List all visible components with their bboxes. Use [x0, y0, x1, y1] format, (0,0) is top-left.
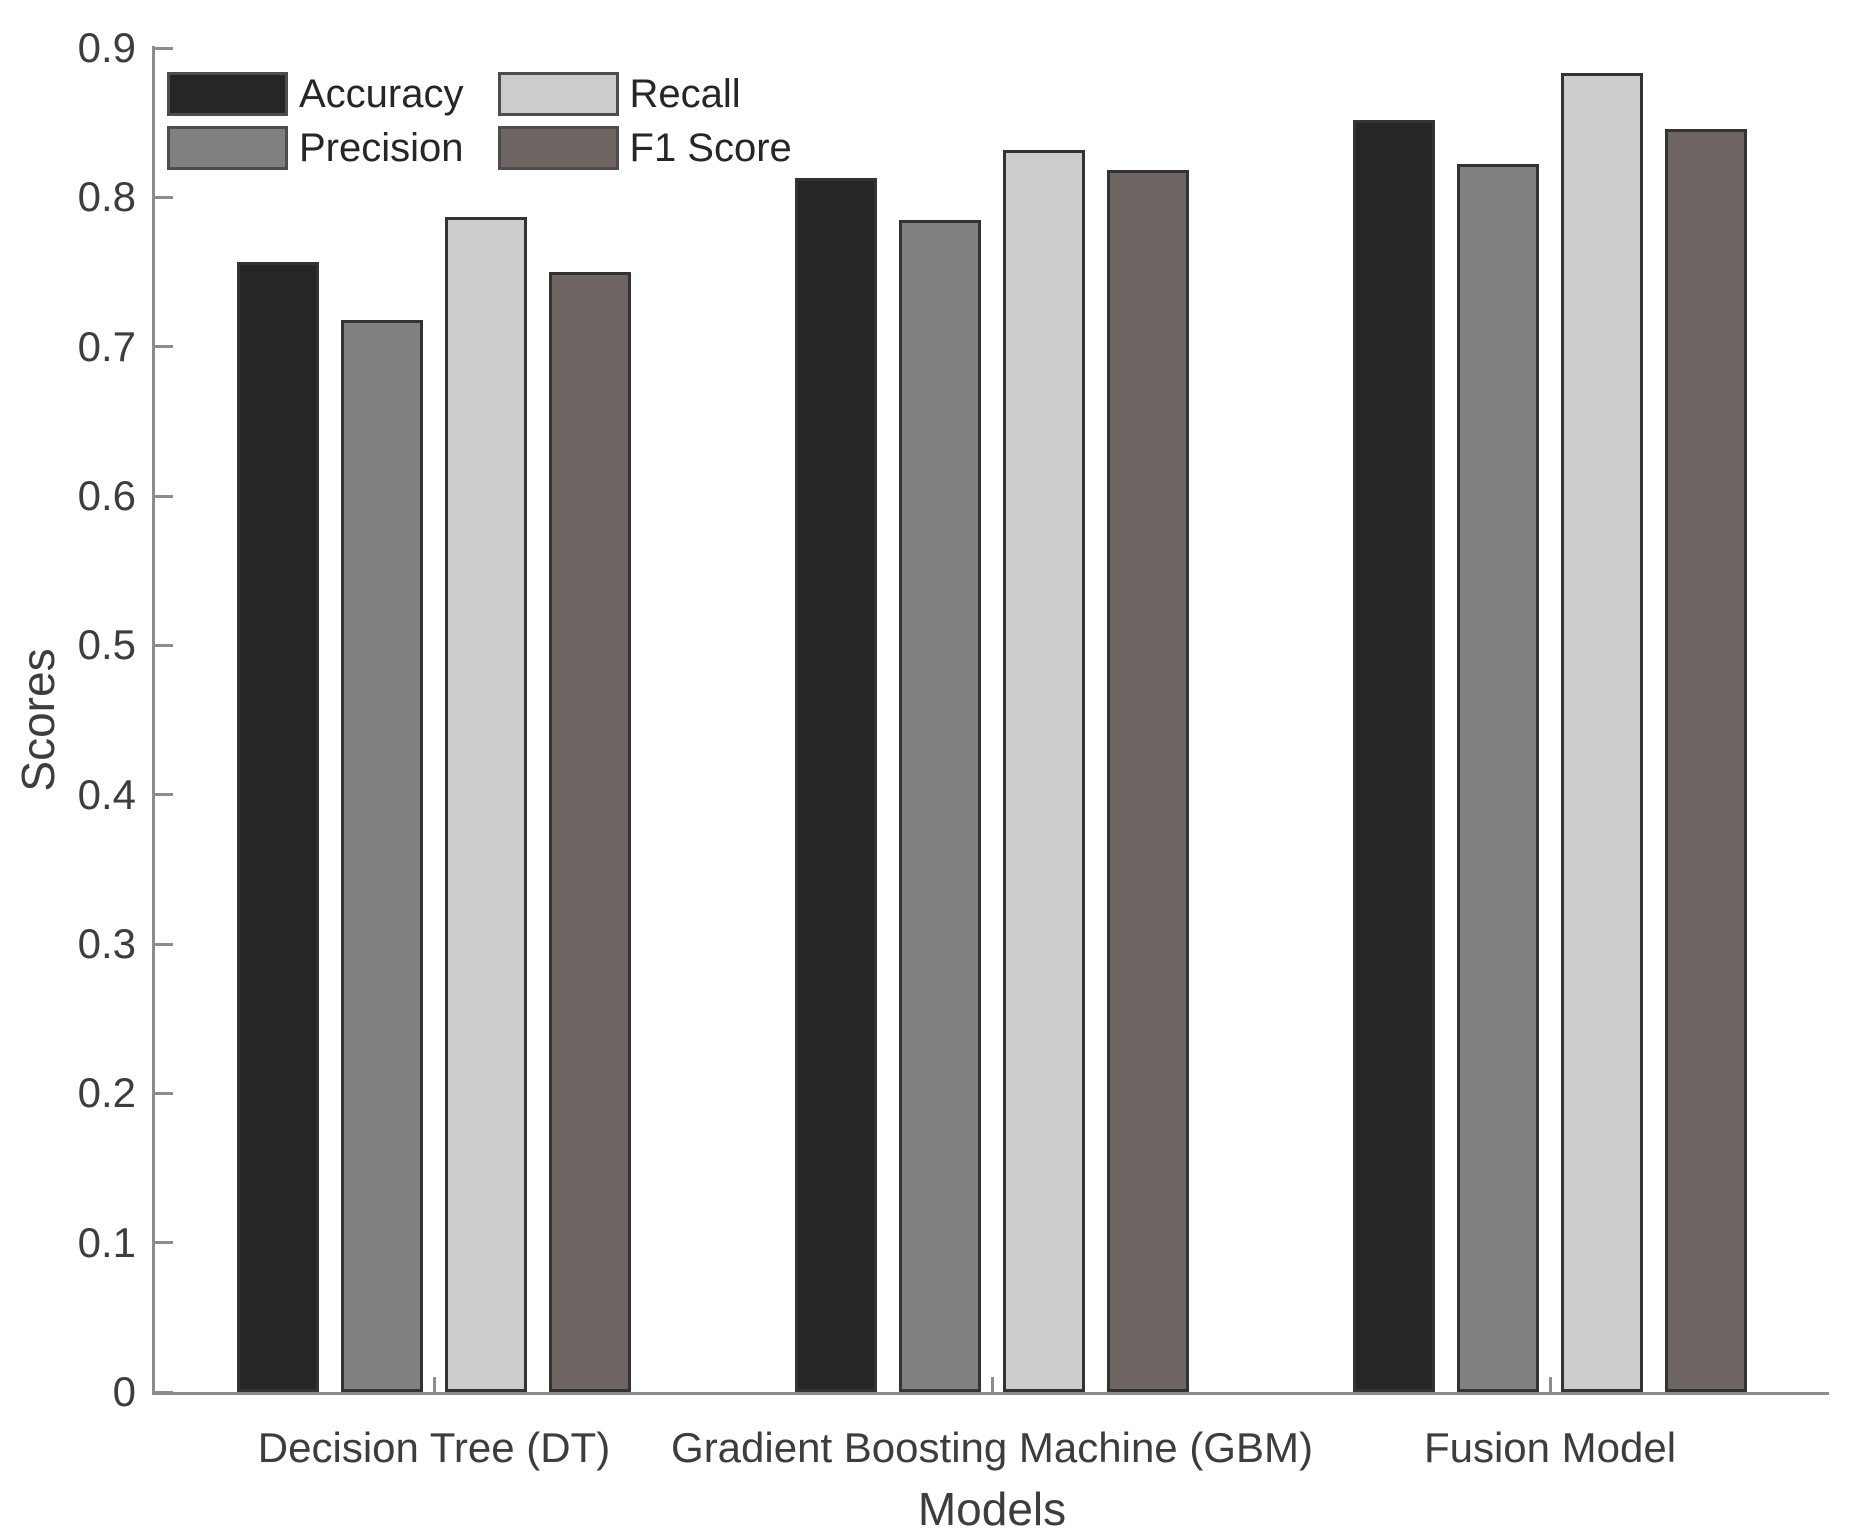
legend-item-accuracy: Accuracy [167, 72, 464, 116]
legend-item-f1-score: F1 Score [497, 126, 792, 170]
y-tick [155, 46, 173, 50]
y-axis-title: Scores [12, 648, 64, 792]
y-tick-label: 0.6 [77, 472, 136, 519]
bar-gradient-boosting-machine-gbm-accuracy [795, 177, 877, 1392]
legend-swatch-f1-score [497, 126, 619, 170]
bar-gradient-boosting-machine-gbm-recall [1003, 149, 1085, 1392]
y-tick [155, 494, 173, 498]
legend-label-f1-score: F1 Score [629, 126, 792, 170]
x-tick [1548, 1377, 1552, 1392]
x-tick [990, 1377, 994, 1392]
x-category-label-gradient-boosting-machine-gbm: Gradient Boosting Machine (GBM) [671, 1424, 1313, 1471]
legend-label-precision: Precision [299, 126, 464, 170]
y-tick [155, 643, 173, 647]
y-tick-label: 0.7 [77, 322, 136, 370]
y-tick [155, 1390, 173, 1394]
y-tick [155, 345, 173, 349]
legend-item-recall: Recall [497, 72, 792, 116]
legend-swatch-precision [167, 126, 288, 170]
bar-decision-tree-dt-accuracy [237, 261, 319, 1392]
legend-item-precision: Precision [167, 126, 464, 170]
legend-swatch-accuracy [167, 72, 288, 116]
y-tick-label: 0.8 [77, 173, 136, 221]
y-tick [155, 195, 173, 199]
y-tick [155, 942, 173, 946]
legend-label-accuracy: Accuracy [299, 72, 464, 116]
y-tick-label: 0.4 [77, 770, 136, 818]
y-tick-label: 0.1 [77, 1218, 136, 1266]
y-tick-label: 0.5 [77, 621, 136, 669]
x-axis-title: Models [917, 1483, 1067, 1535]
legend-swatch-recall [497, 72, 619, 116]
y-tick [155, 1241, 173, 1245]
bar-fusion-model-f1-score [1665, 128, 1747, 1392]
y-axis-spine [152, 46, 155, 1395]
bar-decision-tree-dt-recall [445, 216, 527, 1392]
y-tick [155, 1091, 173, 1095]
y-tick [155, 793, 173, 797]
bar-fusion-model-recall [1561, 73, 1643, 1392]
y-tick-label: 0.3 [77, 920, 136, 967]
bar-decision-tree-dt-precision [341, 319, 423, 1392]
x-category-label-decision-tree-dt: Decision Tree (DT) [257, 1424, 611, 1471]
legend: Accuracy Precision Recall F1 Score [167, 72, 792, 170]
x-axis-spine [152, 1392, 1829, 1395]
y-tick-label: 0.2 [77, 1069, 136, 1117]
y-tick-label: 0.9 [77, 24, 136, 71]
bar-fusion-model-accuracy [1353, 119, 1435, 1392]
bar-fusion-model-precision [1457, 164, 1539, 1392]
legend-label-recall: Recall [629, 72, 741, 116]
y-tick-label: 0 [112, 1368, 136, 1415]
bar-gradient-boosting-machine-gbm-precision [899, 219, 981, 1392]
x-category-label-fusion-model: Fusion Model [1423, 1424, 1677, 1471]
bar-gradient-boosting-machine-gbm-f1-score [1107, 170, 1189, 1392]
bar-decision-tree-dt-f1-score [549, 272, 631, 1392]
x-tick [432, 1377, 436, 1392]
